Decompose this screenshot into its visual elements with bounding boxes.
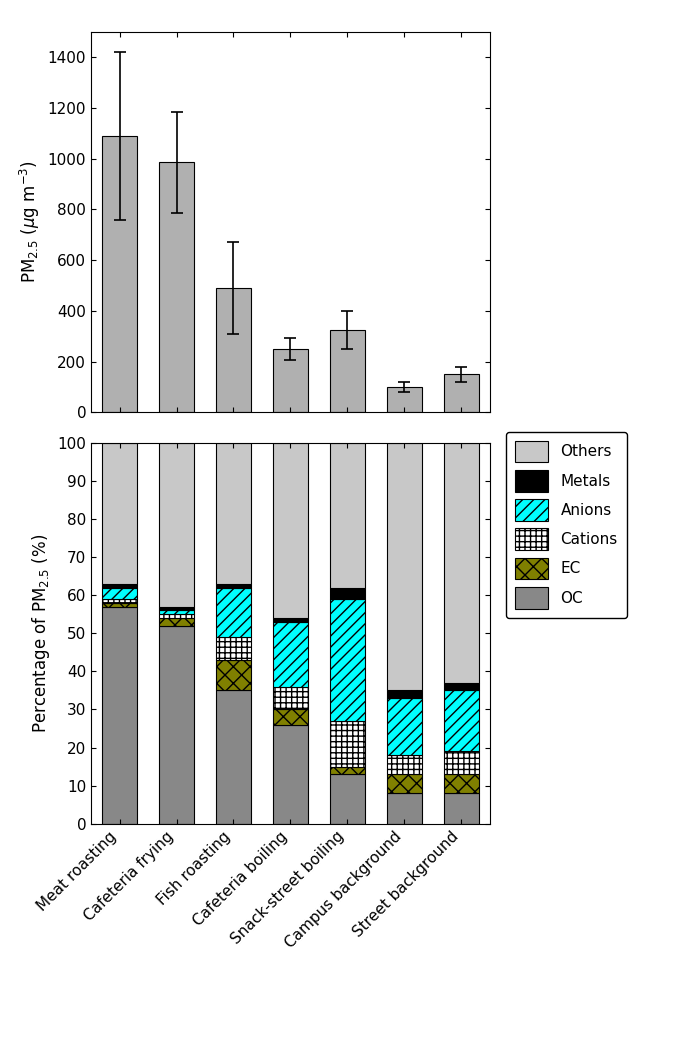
Bar: [160, 610, 194, 615]
Bar: [274, 622, 307, 686]
Bar: [216, 587, 251, 637]
Bar: [387, 388, 421, 413]
Bar: [444, 375, 479, 413]
Bar: [216, 691, 251, 824]
Bar: [330, 587, 365, 599]
Bar: [216, 637, 251, 660]
Bar: [274, 686, 307, 710]
Bar: [387, 793, 421, 824]
Bar: [444, 683, 479, 691]
Bar: [274, 618, 307, 622]
Bar: [160, 615, 194, 618]
Bar: [102, 587, 136, 599]
Bar: [216, 288, 251, 413]
Bar: [330, 774, 365, 824]
Bar: [387, 774, 421, 793]
Bar: [444, 751, 479, 774]
Bar: [160, 606, 194, 610]
Bar: [102, 603, 136, 606]
Bar: [102, 442, 136, 584]
Bar: [444, 774, 479, 793]
Y-axis label: PM$_{2.5}$ ($\mu$g m$^{-3}$): PM$_{2.5}$ ($\mu$g m$^{-3}$): [18, 161, 42, 283]
Bar: [330, 442, 365, 587]
Bar: [102, 606, 136, 824]
Bar: [330, 721, 365, 767]
Bar: [102, 584, 136, 587]
Bar: [216, 442, 251, 584]
Bar: [216, 660, 251, 691]
Bar: [387, 698, 421, 755]
Bar: [274, 442, 307, 618]
Bar: [444, 691, 479, 751]
Bar: [387, 691, 421, 698]
Y-axis label: Percentage of PM$_{2.5}$ (%): Percentage of PM$_{2.5}$ (%): [29, 533, 52, 733]
Bar: [330, 329, 365, 413]
Bar: [102, 136, 136, 413]
Bar: [387, 442, 421, 691]
Bar: [330, 599, 365, 721]
Bar: [160, 625, 194, 824]
Bar: [160, 163, 194, 413]
Bar: [102, 599, 136, 603]
Bar: [274, 710, 307, 724]
Bar: [444, 793, 479, 824]
Legend: Others, Metals, Anions, Cations, EC, OC: Others, Metals, Anions, Cations, EC, OC: [505, 432, 627, 618]
Bar: [330, 767, 365, 774]
Bar: [274, 724, 307, 824]
Bar: [387, 755, 421, 774]
Bar: [216, 584, 251, 587]
Bar: [160, 618, 194, 625]
Bar: [160, 442, 194, 606]
Bar: [444, 442, 479, 683]
Bar: [274, 348, 307, 413]
